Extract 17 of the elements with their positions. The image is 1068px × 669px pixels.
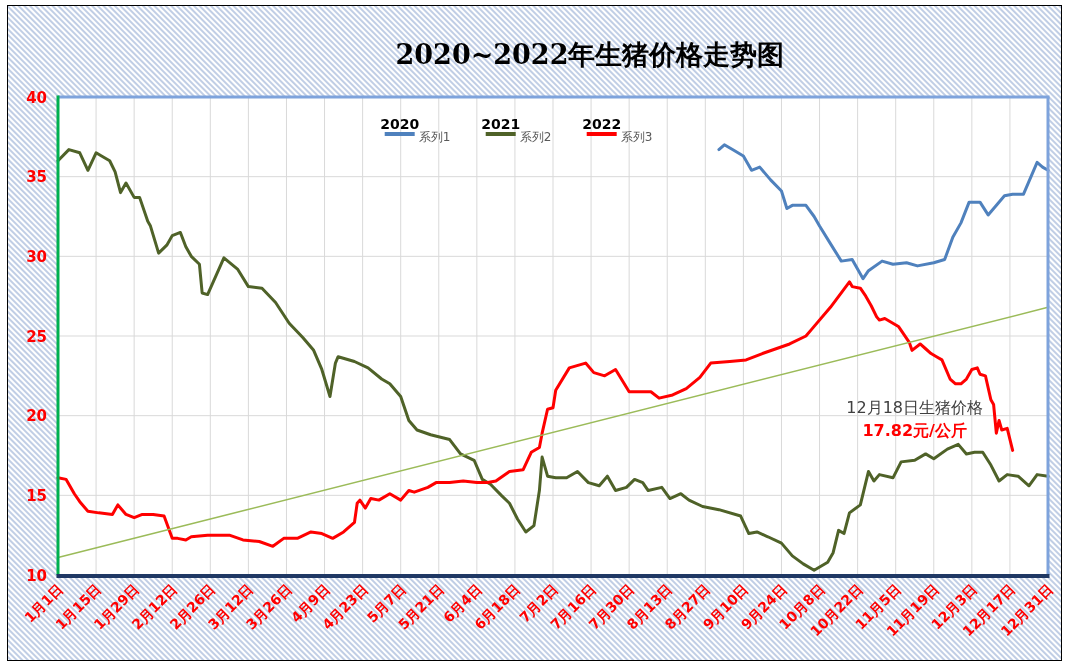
legend-label: 系列2	[519, 130, 552, 144]
y-tick-label: 20	[26, 407, 47, 426]
annotation: 2022	[582, 116, 622, 132]
chart-title: 2020~2022年生猪价格走势图	[395, 39, 785, 70]
y-tick-label: 15	[26, 486, 47, 505]
y-tick-label: 25	[26, 327, 47, 346]
y-tick-label: 10	[26, 566, 47, 585]
annotation: 12月18日生猪价格	[846, 398, 983, 418]
y-tick-label: 35	[26, 168, 47, 187]
y-tick-label: 40	[26, 88, 47, 107]
line-series	[717, 143, 1050, 281]
legend-label: 系列3	[620, 130, 653, 144]
annotation: 2021	[481, 116, 521, 132]
annotation: 17.82元/公斤	[862, 421, 967, 441]
y-tick-label: 30	[26, 247, 47, 266]
legend-label: 系列1	[418, 130, 451, 144]
annotation: 2020	[380, 116, 420, 132]
